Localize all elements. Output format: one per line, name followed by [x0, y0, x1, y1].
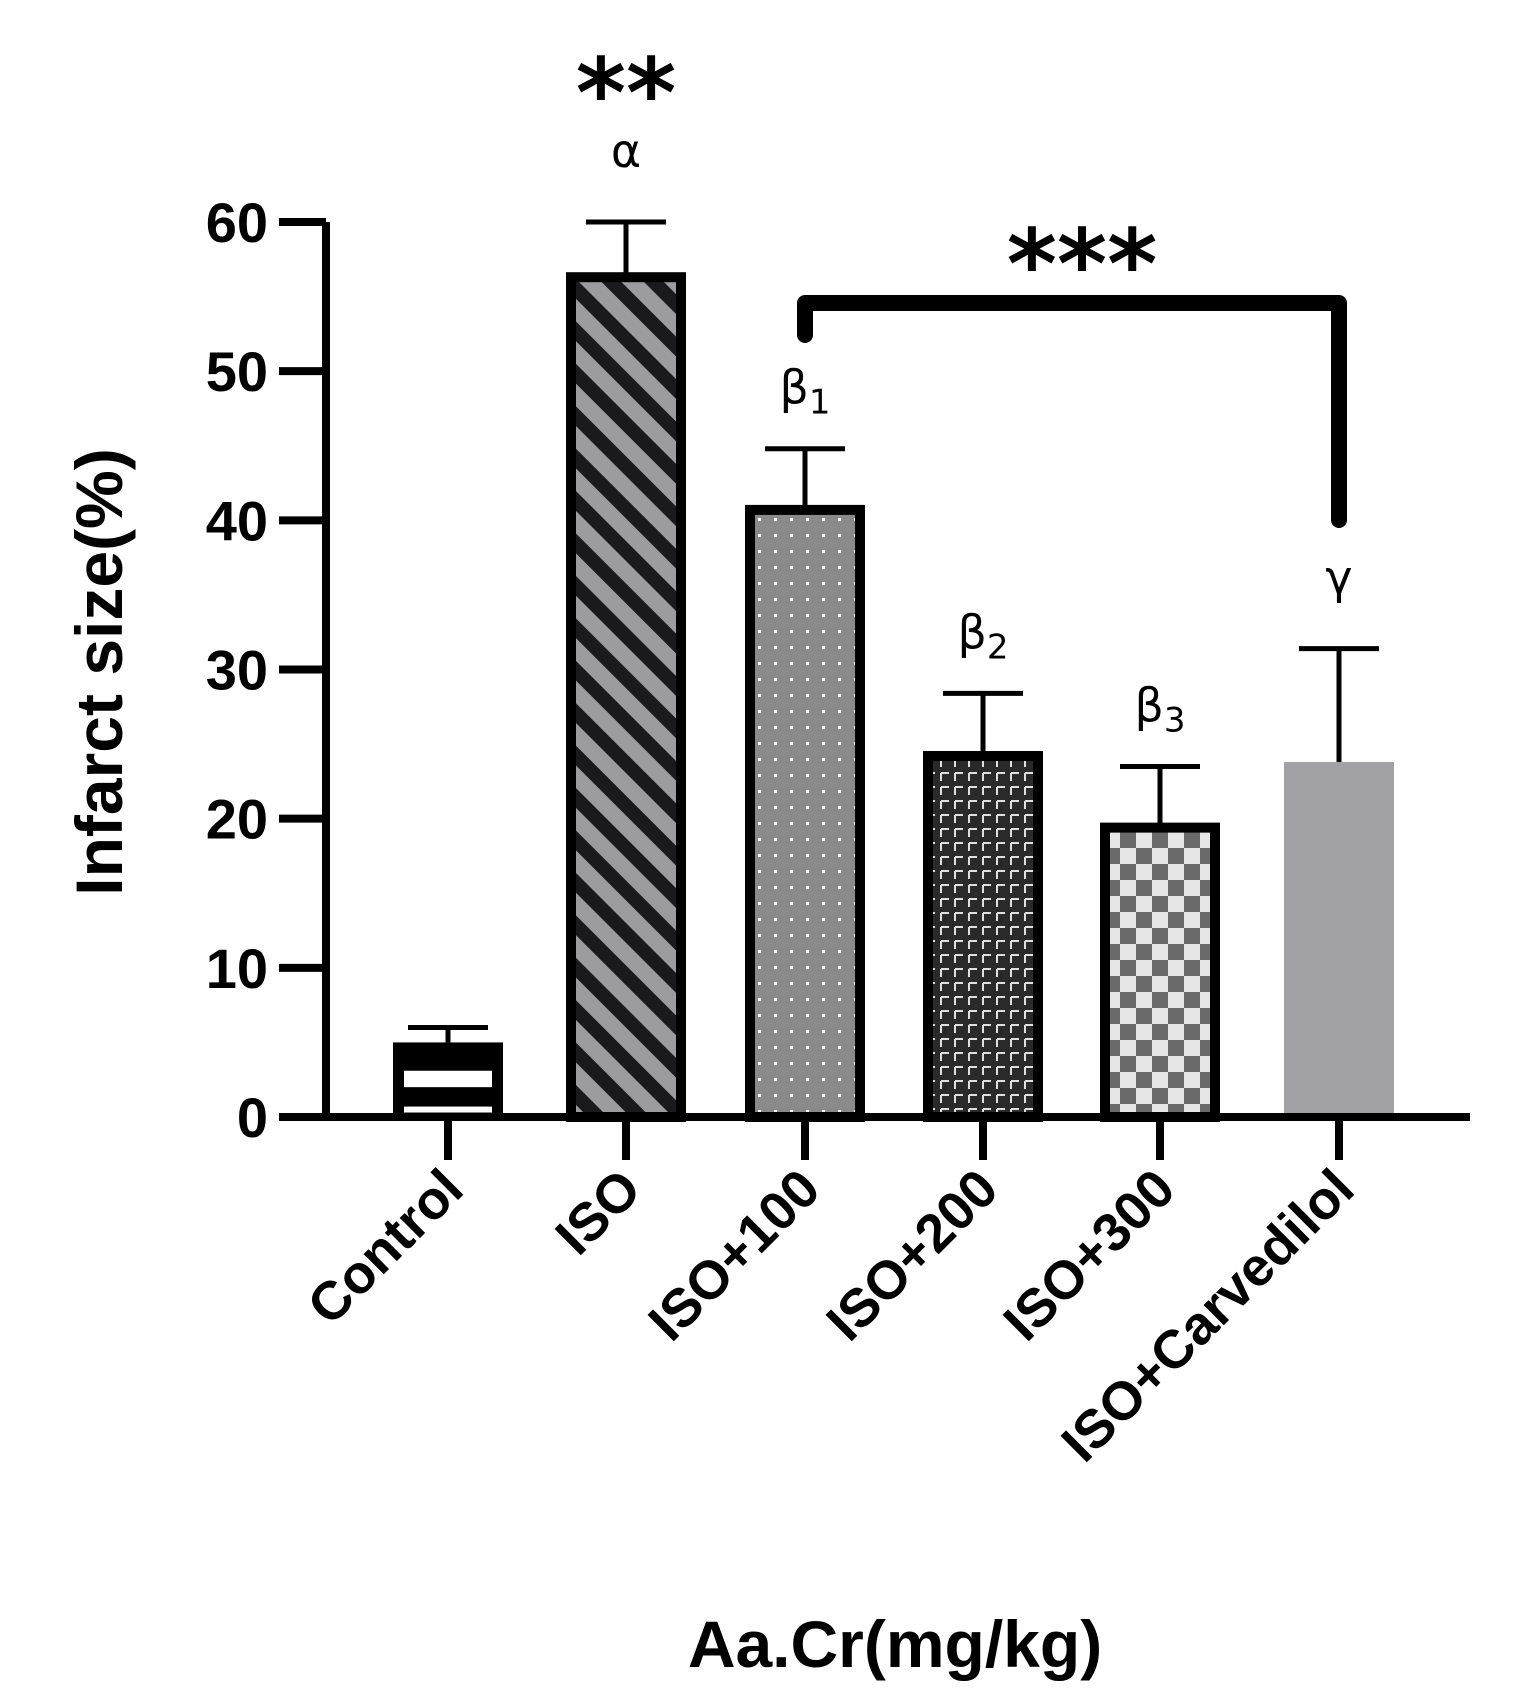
bracket-stars: ***: [1007, 209, 1158, 321]
bar-iso-100: [745, 504, 865, 1122]
y-tick-label: 50: [206, 340, 268, 403]
bar-iso-200: [923, 751, 1043, 1122]
annotation-symbol: α: [611, 124, 641, 178]
x-tick-label: ISO+200: [815, 1158, 1009, 1352]
x-axis-title: Aa.Cr(mg/kg): [688, 1607, 1102, 1681]
annotation-iso-carvedilol: γ: [1325, 551, 1352, 605]
y-tick-label: 60: [206, 191, 268, 254]
annotation-iso-200: β2: [958, 605, 1009, 667]
bar-inner-stripe: [404, 1070, 492, 1088]
y-tick-label: 0: [237, 1086, 268, 1149]
bar-inner-stripe: [404, 1106, 492, 1113]
bar-iso-carvedilol: [1284, 761, 1394, 1117]
annotation-symbol: β: [780, 361, 809, 415]
annotation-symbol: β: [1135, 678, 1164, 732]
x-tick-label: ISO+100: [637, 1158, 831, 1352]
annotation-subscript: 2: [987, 627, 1009, 667]
bar-control: [393, 1042, 503, 1117]
y-tick-label: 30: [206, 639, 268, 702]
annotation-symbol: β: [958, 605, 987, 659]
bar-iso-300: [1100, 822, 1220, 1122]
y-tick-label: 20: [206, 788, 268, 851]
significance-bracket: [797, 295, 1347, 528]
bar-iso: [566, 272, 686, 1123]
annotation-iso-100: β1: [780, 361, 831, 423]
annotation-subscript: 3: [1164, 700, 1186, 740]
annotation-symbol: γ: [1325, 551, 1352, 605]
x-tick-label: ISO: [544, 1158, 652, 1266]
annotation-stars-iso: **: [576, 38, 676, 150]
y-tick-label: 40: [206, 489, 268, 552]
y-axis-title: Infarct size(%): [62, 448, 136, 895]
annotation-iso-300: β3: [1135, 678, 1186, 740]
y-tick-label: 10: [206, 937, 268, 1000]
annotation-iso: α: [611, 124, 641, 178]
annotation-subscript: 1: [809, 383, 831, 423]
x-tick-label: Control: [296, 1158, 474, 1336]
